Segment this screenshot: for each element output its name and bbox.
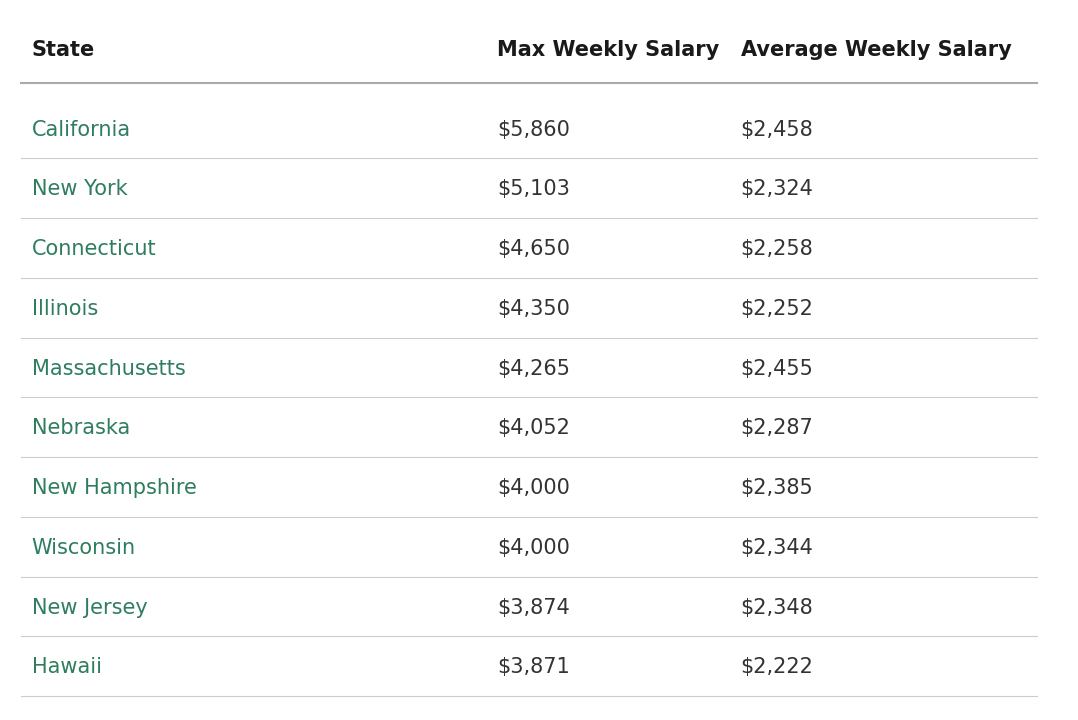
Text: $2,385: $2,385 bbox=[741, 478, 813, 498]
Text: $4,350: $4,350 bbox=[497, 299, 570, 319]
Text: $2,222: $2,222 bbox=[741, 657, 814, 678]
Text: $3,874: $3,874 bbox=[497, 598, 570, 618]
Text: $5,103: $5,103 bbox=[497, 179, 570, 199]
Text: Massachusetts: Massachusetts bbox=[31, 359, 185, 379]
Text: California: California bbox=[31, 120, 130, 140]
Text: Hawaii: Hawaii bbox=[31, 657, 101, 678]
Text: $2,344: $2,344 bbox=[741, 538, 814, 558]
Text: $2,252: $2,252 bbox=[741, 299, 814, 319]
Text: Wisconsin: Wisconsin bbox=[31, 538, 136, 558]
Text: $4,000: $4,000 bbox=[497, 538, 570, 558]
Text: New York: New York bbox=[31, 179, 127, 199]
Text: $4,000: $4,000 bbox=[497, 478, 570, 498]
Text: $2,455: $2,455 bbox=[741, 359, 814, 379]
Text: $3,871: $3,871 bbox=[497, 657, 570, 678]
Text: Illinois: Illinois bbox=[31, 299, 98, 319]
Text: $2,287: $2,287 bbox=[741, 418, 813, 438]
Text: Average Weekly Salary: Average Weekly Salary bbox=[741, 40, 1011, 60]
Text: New Jersey: New Jersey bbox=[31, 598, 148, 618]
Text: $2,258: $2,258 bbox=[741, 239, 813, 259]
Text: $2,458: $2,458 bbox=[741, 120, 813, 140]
Text: Connecticut: Connecticut bbox=[31, 239, 156, 259]
Text: $4,265: $4,265 bbox=[497, 359, 570, 379]
Text: $4,650: $4,650 bbox=[497, 239, 570, 259]
Text: State: State bbox=[31, 40, 95, 60]
Text: $2,324: $2,324 bbox=[741, 179, 814, 199]
Text: Max Weekly Salary: Max Weekly Salary bbox=[497, 40, 719, 60]
Text: New Hampshire: New Hampshire bbox=[31, 478, 196, 498]
Text: $5,860: $5,860 bbox=[497, 120, 570, 140]
Text: Nebraska: Nebraska bbox=[31, 418, 130, 438]
Text: $4,052: $4,052 bbox=[497, 418, 570, 438]
Text: $2,348: $2,348 bbox=[741, 598, 813, 618]
